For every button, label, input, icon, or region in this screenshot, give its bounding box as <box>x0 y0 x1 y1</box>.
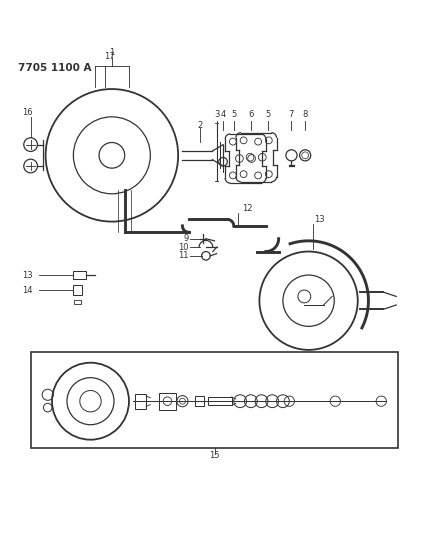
Text: 6: 6 <box>248 110 254 119</box>
Text: 1: 1 <box>109 48 115 57</box>
Text: 17: 17 <box>104 52 115 61</box>
Bar <box>30 352 399 448</box>
Text: 2: 2 <box>197 121 202 130</box>
Bar <box>195 396 204 406</box>
Text: 7: 7 <box>289 110 294 119</box>
Text: 5: 5 <box>265 110 271 119</box>
Text: 14: 14 <box>22 286 33 295</box>
Text: 5: 5 <box>231 110 236 119</box>
Bar <box>74 300 81 304</box>
Bar <box>136 393 146 409</box>
Text: 8: 8 <box>302 110 308 119</box>
Text: 11: 11 <box>178 252 189 260</box>
Bar <box>73 285 82 295</box>
Text: 3: 3 <box>214 110 219 119</box>
Text: 15: 15 <box>209 451 220 461</box>
Bar <box>159 393 176 410</box>
Text: 4: 4 <box>221 110 226 119</box>
Text: 13: 13 <box>314 215 325 224</box>
Text: 9: 9 <box>184 234 189 243</box>
Bar <box>73 271 86 279</box>
Text: 12: 12 <box>242 204 253 213</box>
Bar <box>208 397 232 406</box>
Text: 7705 1100 A: 7705 1100 A <box>18 63 91 72</box>
Text: 10: 10 <box>178 243 189 252</box>
Text: 16: 16 <box>22 108 33 117</box>
Text: 13: 13 <box>22 271 33 279</box>
